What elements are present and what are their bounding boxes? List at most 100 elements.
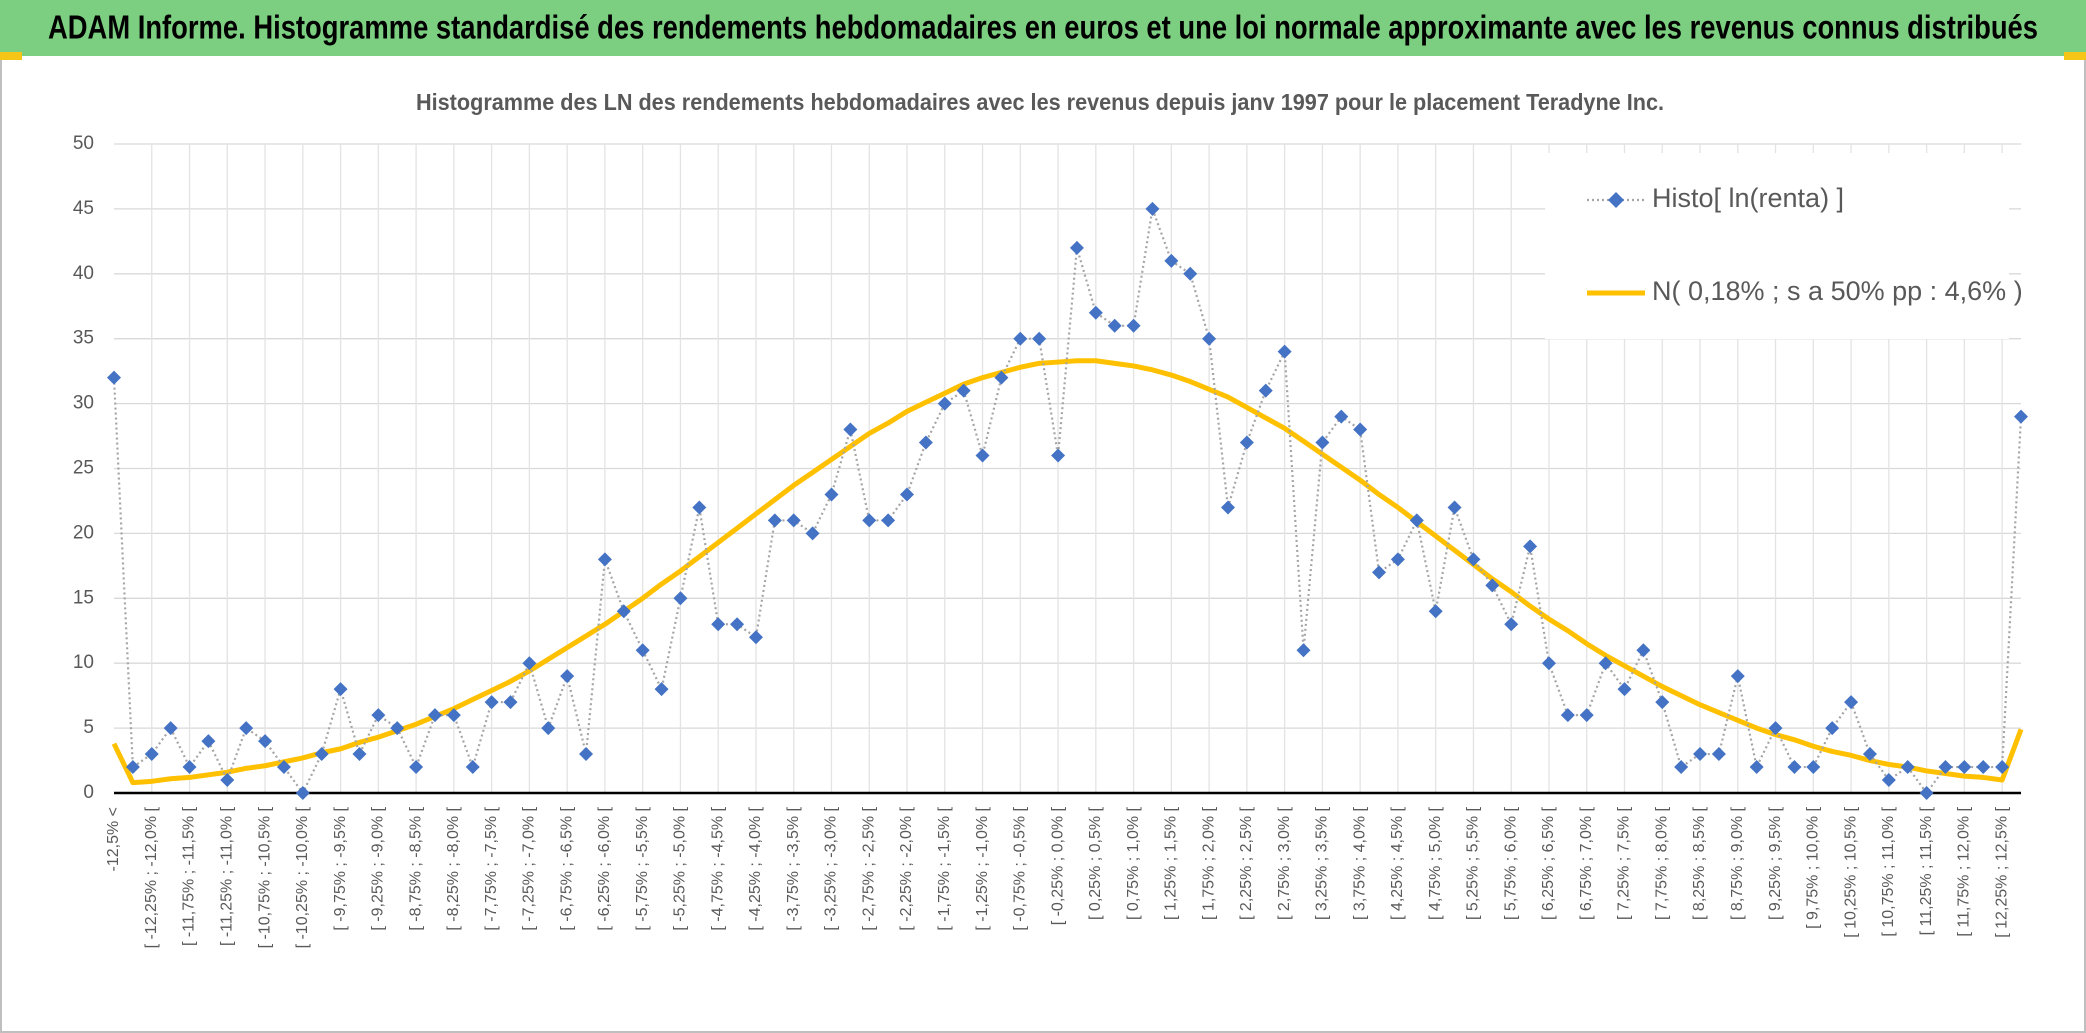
data-point xyxy=(616,604,631,619)
corner-right xyxy=(2064,52,2086,60)
data-point xyxy=(1353,422,1368,437)
x-tick-label: [ 9,75% ; 10,0% [ xyxy=(1805,806,1822,928)
data-point xyxy=(1239,435,1254,450)
corner-left xyxy=(0,52,22,60)
data-point xyxy=(1334,409,1349,424)
data-point xyxy=(730,617,745,632)
data-point xyxy=(1315,435,1330,450)
data-point xyxy=(937,396,952,411)
x-tick-label: [ -10,75% ; -10,5% [ xyxy=(256,806,273,948)
data-point xyxy=(1598,656,1613,671)
data-point xyxy=(692,500,707,515)
y-tick-label: 50 xyxy=(73,133,94,154)
data-point xyxy=(1183,266,1198,281)
data-point xyxy=(446,708,461,723)
y-tick-label: 30 xyxy=(73,393,94,414)
data-point xyxy=(1504,617,1519,632)
x-tick-label: [ -9,75% ; -9,5% [ xyxy=(332,806,349,930)
data-point xyxy=(1164,253,1179,268)
data-point xyxy=(144,747,159,762)
x-tick-label: [ -0,25% ; 0,0% [ xyxy=(1049,806,1066,925)
x-tick-label: [ 3,75% ; 4,0% [ xyxy=(1351,806,1368,920)
x-tick-label: [ -8,75% ; -8,5% [ xyxy=(407,806,424,930)
data-point xyxy=(956,383,971,398)
y-tick-label: 0 xyxy=(83,782,94,803)
x-tick-label: [ -8,25% ; -8,0% [ xyxy=(445,806,462,930)
data-point xyxy=(107,370,121,385)
x-tick-label: [ 2,25% ; 2,5% [ xyxy=(1238,806,1255,920)
data-point xyxy=(1825,721,1840,736)
data-point xyxy=(1428,604,1443,619)
x-tick-label: [ -6,25% ; -6,0% [ xyxy=(596,806,613,930)
data-point xyxy=(125,760,140,775)
data-point xyxy=(786,513,801,528)
y-tick-label: 20 xyxy=(73,522,94,543)
x-tick-label: [ 11,25% ; 11,5% [ xyxy=(1918,806,1935,935)
data-point xyxy=(1881,773,1896,788)
data-point xyxy=(163,721,178,736)
data-point xyxy=(1088,305,1103,320)
x-tick-label: [ -11,75% ; -11,5% [ xyxy=(181,806,198,946)
y-tick-label: 25 xyxy=(73,458,94,479)
x-tick-label: [ -4,25% ; -4,0% [ xyxy=(747,806,764,930)
x-tick-label: [ -12,25% ; -12,0% [ xyxy=(143,806,160,948)
legend-marker xyxy=(1608,192,1624,208)
data-point xyxy=(541,721,556,736)
x-tick-label: [ -10,25% ; -10,0% [ xyxy=(294,806,311,948)
y-tick-label: 35 xyxy=(73,328,94,349)
y-tick-label: 45 xyxy=(73,198,94,219)
data-point xyxy=(201,734,216,749)
data-point xyxy=(1957,760,1972,775)
x-tick-label: [ 0,25% ; 0,5% [ xyxy=(1087,806,1104,920)
data-point xyxy=(1711,747,1726,762)
x-tick-label: [ -3,25% ; -3,0% [ xyxy=(823,806,840,930)
x-tick-label: [ 11,75% ; 12,0% [ xyxy=(1956,806,1973,936)
x-tick-label: [ -6,75% ; -6,5% [ xyxy=(558,806,575,930)
data-point xyxy=(295,786,310,800)
data-point xyxy=(1202,331,1217,346)
x-tick-label: [ -11,25% ; -11,0% [ xyxy=(219,806,236,946)
x-tick-label: [ 7,25% ; 7,5% [ xyxy=(1616,806,1633,920)
x-tick-label: [ 1,25% ; 1,5% [ xyxy=(1163,806,1180,920)
data-point xyxy=(484,695,499,710)
x-tick-label: [ 3,25% ; 3,5% [ xyxy=(1314,806,1331,920)
x-tick-label: [ -1,75% ; -1,5% [ xyxy=(936,806,953,930)
data-point xyxy=(1051,448,1066,463)
data-point xyxy=(276,760,291,775)
x-tick-label: [ 2,75% ; 3,0% [ xyxy=(1276,806,1293,920)
data-point xyxy=(1541,656,1556,671)
data-point xyxy=(1995,760,2010,775)
x-tick-label: -12,5% < xyxy=(105,807,122,871)
data-point xyxy=(711,617,726,632)
page-title: ADAM Informe. Histogramme standardisé de… xyxy=(48,9,2038,46)
data-point xyxy=(673,591,688,606)
data-point xyxy=(1900,760,1915,775)
data-point xyxy=(352,747,367,762)
legend-label: N( 0,18% ; s a 50% pp : 4,6% ) xyxy=(1652,276,2023,306)
data-point xyxy=(1579,708,1594,723)
data-point xyxy=(1768,721,1783,736)
data-point xyxy=(1409,513,1424,528)
x-tick-label: [ -9,25% ; -9,0% [ xyxy=(370,806,387,930)
data-point xyxy=(1976,760,1991,775)
x-tick-label: [ -4,75% ; -4,5% [ xyxy=(709,806,726,930)
data-point xyxy=(1258,383,1273,398)
data-point xyxy=(1560,708,1575,723)
data-point xyxy=(503,695,518,710)
x-tick-label: [ -2,75% ; -2,5% [ xyxy=(860,806,877,930)
x-tick-label: [ -5,75% ; -5,5% [ xyxy=(634,806,651,930)
data-point xyxy=(258,734,273,749)
y-tick-label: 10 xyxy=(73,652,94,673)
data-point xyxy=(333,682,348,697)
data-point xyxy=(1296,643,1311,658)
data-point xyxy=(843,422,858,437)
data-point xyxy=(427,708,442,723)
data-point xyxy=(560,669,575,684)
x-tick-label: [ -0,75% ; -0,5% [ xyxy=(1012,806,1029,930)
x-tick-label: [ 6,75% ; 7,0% [ xyxy=(1578,806,1595,920)
data-point xyxy=(239,721,254,736)
data-point xyxy=(182,760,197,775)
data-point xyxy=(767,513,782,528)
x-tick-label: [ 5,75% ; 6,0% [ xyxy=(1502,806,1519,920)
